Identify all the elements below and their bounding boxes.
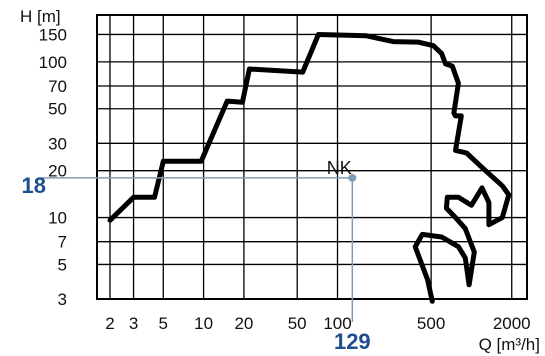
y-tick-label: 50	[48, 100, 67, 119]
series-curve	[107, 32, 512, 304]
x-tick-label: 50	[288, 314, 307, 333]
y-axis-title: H [m]	[20, 7, 61, 26]
y-tick-label: 20	[48, 162, 67, 181]
y-tick-label: 7	[58, 233, 67, 252]
series-label-nk: NK	[327, 158, 352, 178]
x-tick-label: 2	[105, 314, 114, 333]
y-tick-label: 70	[48, 77, 67, 96]
y-tick-label: 150	[39, 25, 67, 44]
y-tick-label: 10	[48, 209, 67, 228]
marker-y-value-label: 18	[22, 173, 46, 198]
y-tick-label: 3	[58, 290, 67, 309]
x-tick-label: 10	[194, 314, 213, 333]
operating-point-marker: 18 129	[22, 173, 371, 354]
y-axis-tick-labels: 3 5 7 10 20 30 50 70 100 150	[39, 25, 67, 309]
x-tick-label: 100	[323, 314, 351, 333]
marker-x-value-label: 129	[334, 329, 371, 354]
x-axis-title: Q [m³/h]	[479, 335, 540, 354]
plot-frame	[96, 14, 528, 300]
series-curves	[107, 32, 512, 304]
x-tick-label: 500	[417, 314, 445, 333]
x-tick-label: 3	[129, 314, 138, 333]
x-axis-tick-labels: 2 3 5 10 20 50 100 500 2000	[105, 314, 530, 333]
y-tick-label: 100	[39, 53, 67, 72]
y-tick-label: 30	[48, 134, 67, 153]
x-tick-label: 5	[159, 314, 168, 333]
marker-point	[348, 173, 357, 182]
x-tick-label: 20	[234, 314, 253, 333]
x-tick-label: 2000	[493, 314, 531, 333]
y-tick-label: 5	[58, 255, 67, 274]
